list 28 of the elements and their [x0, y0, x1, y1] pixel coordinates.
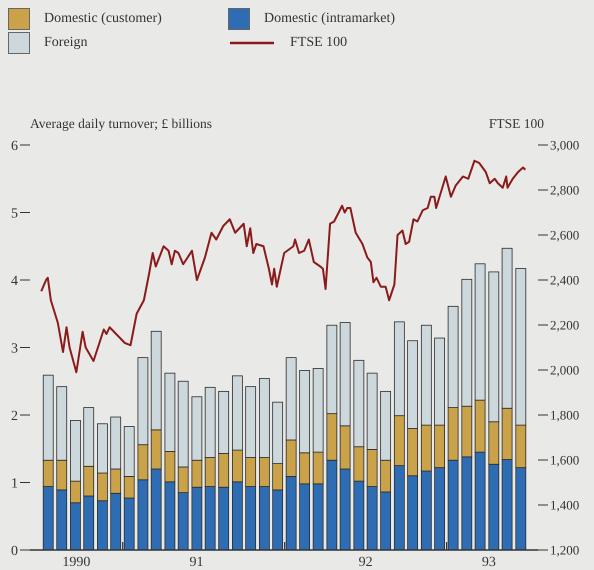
y2-tick-label: 2,600	[550, 228, 580, 243]
y-tick-label: 0	[11, 544, 18, 559]
y-axis-title: Average daily turnover; £ billions	[30, 116, 212, 132]
y2-tick-label: 1,400	[550, 498, 580, 513]
y2-axis-title: FTSE 100	[488, 116, 544, 132]
x-tick-label: 91	[189, 555, 204, 570]
y2-tick-label: 1,800	[550, 408, 580, 423]
y2-tick-label: 2,800	[550, 182, 580, 198]
legend-label: Domestic (customer)	[44, 11, 162, 27]
line-series	[40, 160, 526, 374]
y2-tick-label: 2,000	[550, 362, 580, 378]
legend-label: Foreign	[44, 35, 88, 51]
y-tick-label: 3	[11, 341, 18, 356]
y2-tick-label: 1,200	[550, 542, 580, 558]
legend-label: Domestic (intramarket)	[264, 11, 396, 27]
y2-tick-label: 2,200	[550, 318, 580, 333]
y-tick-label: 2	[11, 408, 18, 424]
y2-tick-label: 3,000	[550, 138, 580, 153]
y-tick-label: 6	[11, 138, 18, 154]
x-tick-label: 93	[482, 555, 496, 570]
y-tick-label: 5	[11, 206, 18, 222]
x-tick-label: 1990	[62, 555, 90, 570]
y-tick-label: 4	[11, 274, 18, 289]
y2-tick-label: 1,600	[550, 452, 580, 468]
y-tick-label: 1	[11, 476, 18, 492]
x-tick-label: 92	[358, 555, 373, 570]
legend-label: FTSE 100	[290, 35, 348, 51]
y2-tick-label: 2,400	[550, 272, 580, 288]
